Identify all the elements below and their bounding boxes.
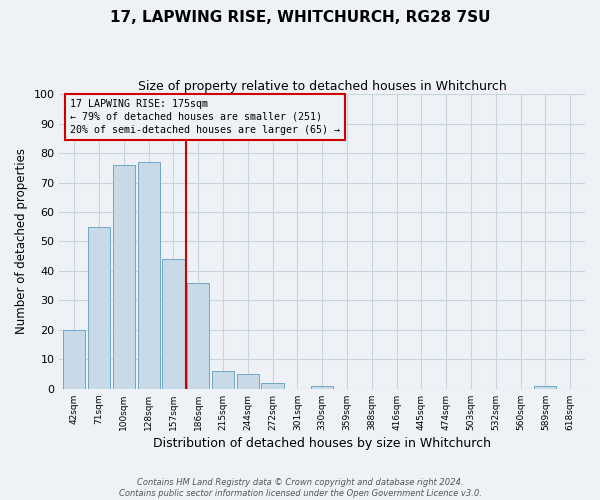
Text: 17, LAPWING RISE, WHITCHURCH, RG28 7SU: 17, LAPWING RISE, WHITCHURCH, RG28 7SU (110, 10, 490, 25)
Bar (236, 374, 259, 389)
Bar (163, 259, 185, 389)
Bar (137, 162, 160, 389)
Bar (534, 386, 556, 389)
Bar (212, 371, 234, 389)
Text: 17 LAPWING RISE: 175sqm
← 79% of detached houses are smaller (251)
20% of semi-d: 17 LAPWING RISE: 175sqm ← 79% of detache… (70, 98, 340, 135)
Bar (113, 165, 135, 389)
Bar (63, 330, 85, 389)
Bar (311, 386, 334, 389)
X-axis label: Distribution of detached houses by size in Whitchurch: Distribution of detached houses by size … (153, 437, 491, 450)
Text: Contains HM Land Registry data © Crown copyright and database right 2024.
Contai: Contains HM Land Registry data © Crown c… (119, 478, 481, 498)
Title: Size of property relative to detached houses in Whitchurch: Size of property relative to detached ho… (138, 80, 506, 93)
Bar (88, 227, 110, 389)
Bar (187, 282, 209, 389)
Bar (262, 383, 284, 389)
Y-axis label: Number of detached properties: Number of detached properties (15, 148, 28, 334)
